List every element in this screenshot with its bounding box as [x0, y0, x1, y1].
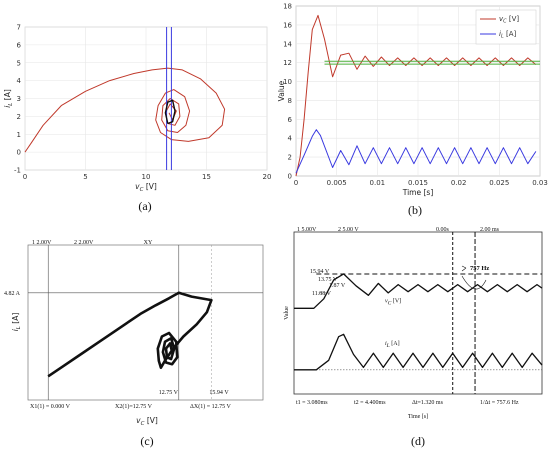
legend-b: vC [V] iL [A]: [475, 9, 537, 45]
y-tick-label: 14: [283, 40, 292, 48]
x-axis-label: vC [V]: [135, 182, 157, 193]
y-tick-label: 2: [288, 154, 292, 162]
freq-label: 757 Hz: [470, 265, 489, 272]
x-axis-label: Time [s]: [402, 188, 434, 197]
level-v3: 1.87 V: [329, 283, 346, 289]
series-b-0: [295, 14, 537, 177]
bottom-mid: X2(1)=12.75 V: [115, 403, 153, 410]
y-tick-label: 0: [17, 149, 21, 157]
legend-label: iL [A]: [499, 30, 516, 40]
y-tick-label: 16: [283, 21, 292, 29]
y-tick-label: 6: [17, 41, 22, 49]
y-tick-label: 12: [283, 59, 292, 67]
header-ch2: 2 5.00 V: [338, 227, 359, 233]
x-tick-label: 0: [294, 179, 298, 187]
header-ch1: 1 2.00V: [32, 240, 52, 246]
y-axis-label: Value: [277, 80, 286, 101]
bottom-right: ΔX(1) = 12.75 V: [190, 403, 231, 410]
x-axis-label: vC [V]: [136, 416, 158, 427]
level-v1: 15.94 V: [310, 269, 330, 275]
series-b-1: [295, 129, 537, 174]
caption-b: (b): [408, 203, 422, 217]
y-tick-label: 2: [17, 113, 21, 121]
series-label-vc: vC [V]: [385, 298, 401, 306]
y-tick-label: 7: [17, 24, 21, 32]
y-tick-label: 18: [283, 3, 292, 11]
series-a-3: [164, 99, 176, 125]
y-tick-label: 4: [288, 135, 293, 143]
y-tick-label: 1: [17, 131, 21, 139]
y-tick-label: 0: [288, 173, 292, 181]
readout-t2: t2 = 4.400ms: [354, 400, 386, 406]
panel-c: 1 2.00V 2 2.00V XY 4.82 A 12.75 V 15.94 V X1(1…: [4, 240, 264, 448]
x-tick-label: 15: [202, 173, 211, 181]
series-d-0: [294, 273, 543, 309]
panel-d: 1 5.00V 2 5.00 V 0.00s 2.00 ms 757 Hz 15.94 V…: [284, 227, 543, 448]
readout-dt: Δt=1.320 ms: [412, 400, 444, 406]
header-delay: 0.00s: [436, 227, 450, 233]
y-axis-label: iL [A]: [11, 313, 22, 332]
legend-label: vC [V]: [499, 15, 519, 25]
x-marker: 12.75 V: [159, 390, 179, 396]
x-tick-label: 0.005: [327, 179, 347, 187]
header-ch1: 1 5.00V: [297, 227, 317, 233]
x-tick-label: 0.03: [532, 179, 548, 187]
y-tick-label: 6: [288, 116, 293, 124]
series-c-0: [47, 291, 213, 378]
panel-b: 0 0.005 0.01 0.015 0.02 0.025 0.03 0 2 4 6 8 10 12 14 1…: [277, 3, 548, 218]
x-axis-label: Time [s]: [408, 414, 428, 420]
freq-arrow: [461, 265, 467, 272]
plot-area-d: [293, 231, 543, 395]
x-tick-label: 0: [23, 173, 27, 181]
readout-t1: t1 = 3.080ms: [296, 400, 328, 406]
series-label-il: iL [A]: [385, 341, 400, 349]
y-tick-label: 8: [288, 97, 292, 105]
x-tick-label: 0.015: [408, 179, 428, 187]
y-tick-label: 4: [17, 77, 22, 85]
y-tick-label: 5: [17, 59, 21, 67]
y-axis-label: Value: [284, 306, 290, 320]
x-tick-label: 0.025: [489, 179, 509, 187]
bottom-left: X1(1) = 0.000 V: [30, 403, 71, 410]
x-tick-label: 5: [83, 173, 87, 181]
x2-marker: 15.94 V: [209, 390, 229, 396]
x-tick-label: 0.01: [370, 179, 386, 187]
level-v2: 13.75 V: [318, 277, 338, 283]
y-tick-label: 10: [283, 78, 292, 86]
header-mode: XY: [144, 240, 153, 246]
plot-area-c: [27, 244, 264, 401]
header-timebase: 2.00 ms: [480, 227, 500, 233]
x-tick-label: 0.02: [451, 179, 467, 187]
y-axis-label: iL [A]: [3, 89, 14, 108]
x-tick-label: 10: [142, 173, 151, 181]
series-a-0: [24, 67, 226, 153]
header-ch2: 2 2.00V: [74, 240, 94, 246]
y-tick-label: 3: [17, 95, 21, 103]
y-marker: 4.82 A: [4, 291, 21, 297]
series-d-1: [294, 333, 543, 371]
y-tick-label: -1: [14, 167, 21, 175]
caption-d: (d): [411, 434, 425, 448]
freq-curve: [461, 275, 487, 290]
legend-box: [475, 9, 537, 45]
level-v4: 11.88 V: [312, 291, 332, 297]
readout-inv: 1/Δt = 757.6 Hz: [480, 400, 519, 406]
x-tick-label: 20: [263, 173, 272, 181]
caption-a: (a): [138, 199, 151, 213]
caption-c: (c): [140, 434, 153, 448]
